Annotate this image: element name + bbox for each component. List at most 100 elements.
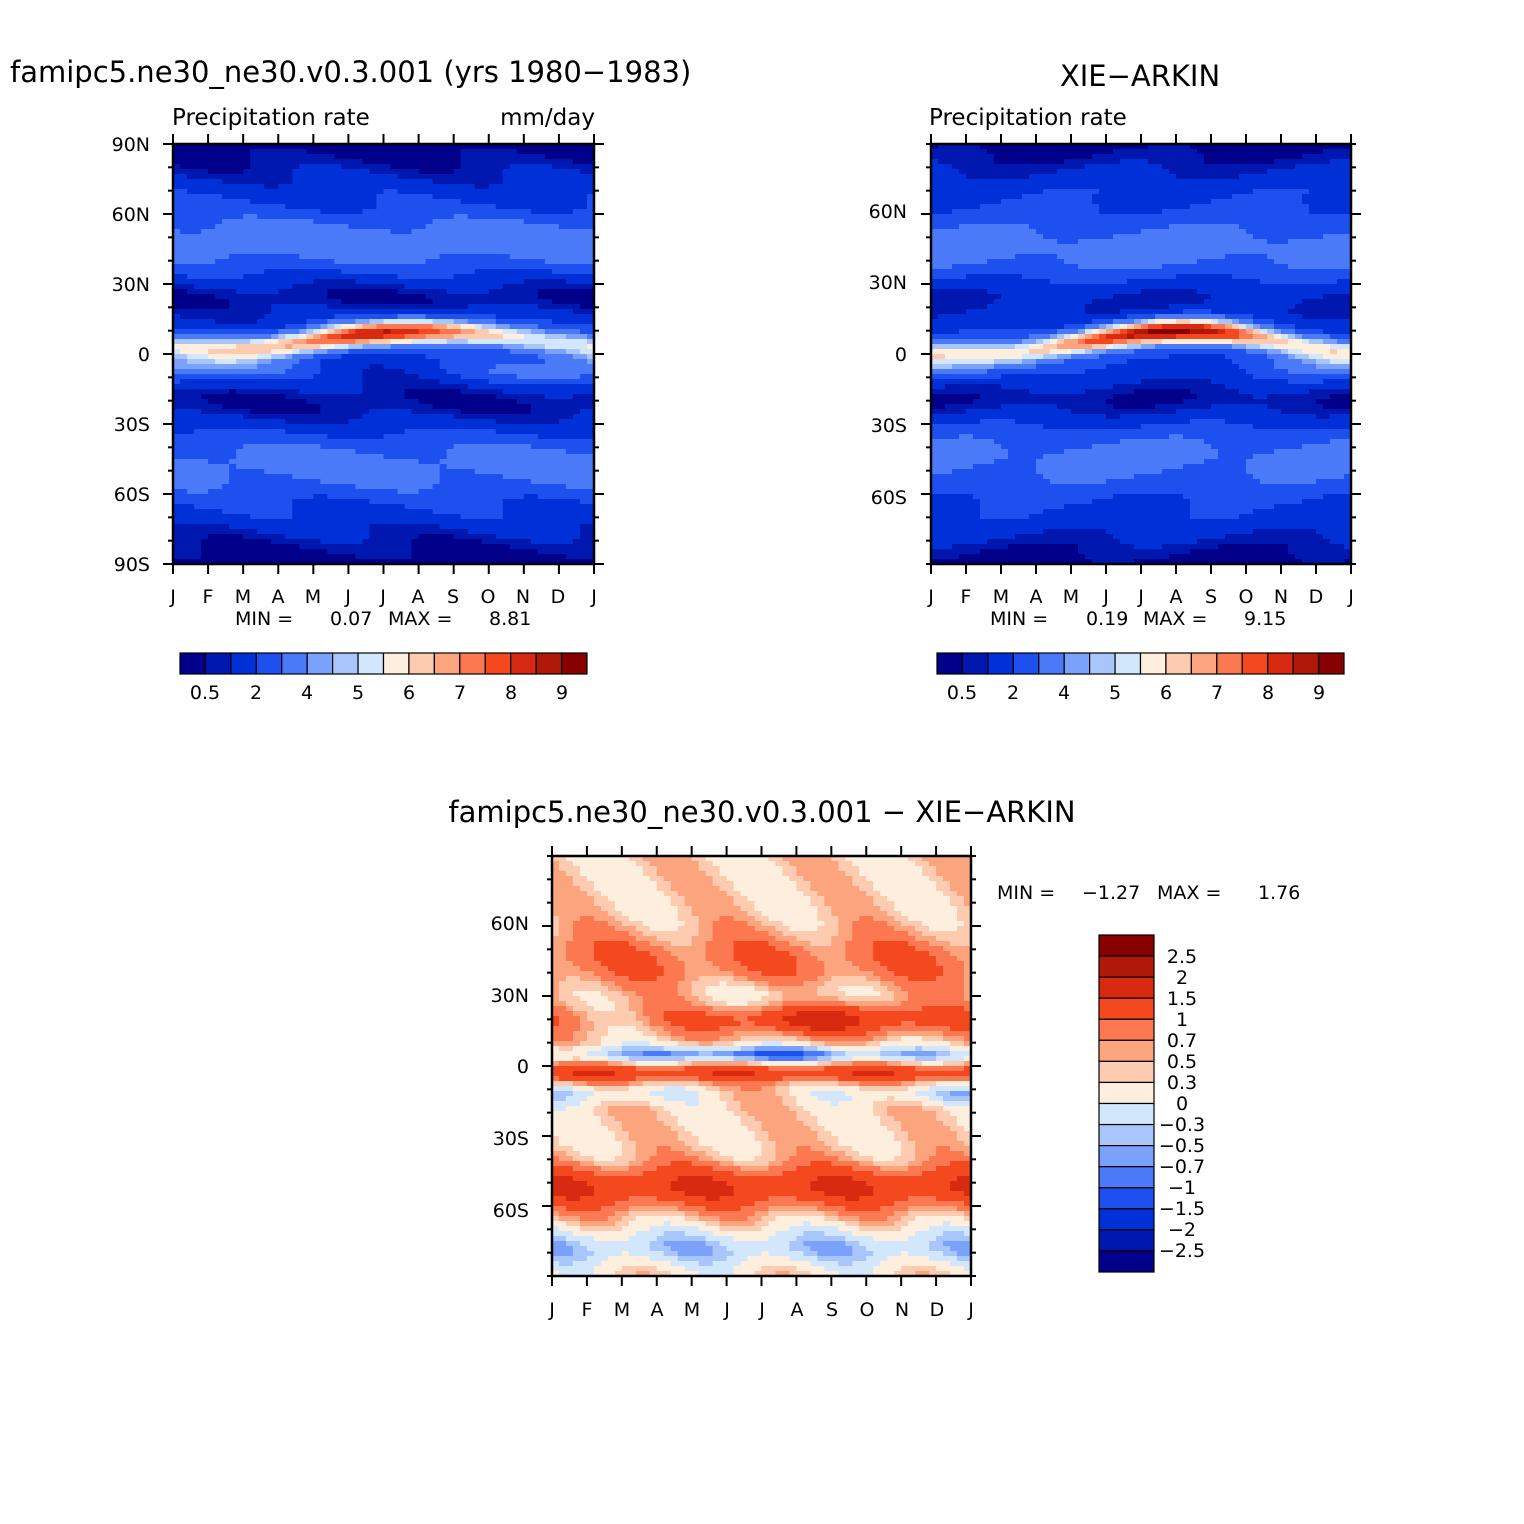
field-cell <box>201 384 209 390</box>
field-cell <box>306 474 314 480</box>
field-cell <box>278 209 286 215</box>
field-cell <box>467 444 476 450</box>
field-cell <box>369 169 378 175</box>
field-cell <box>390 219 399 225</box>
field-cell <box>579 219 588 225</box>
field-cell <box>516 184 525 190</box>
field-cell <box>523 399 532 405</box>
field-cell <box>390 544 399 550</box>
field-cell <box>180 214 188 220</box>
field-cell <box>383 419 392 425</box>
field-cell <box>299 259 307 265</box>
field-cell <box>502 174 511 180</box>
field-cell <box>201 364 209 370</box>
field-cell <box>271 264 279 270</box>
field-cell <box>299 174 307 180</box>
field-cell <box>439 254 448 260</box>
field-cell <box>208 204 216 210</box>
field-cell <box>383 399 392 405</box>
field-cell <box>173 504 181 510</box>
field-cell <box>383 299 392 305</box>
field-cell <box>502 424 511 430</box>
field-cell <box>243 229 251 235</box>
field-cell <box>551 219 560 225</box>
field-cell <box>516 169 525 175</box>
field-cell <box>509 339 518 345</box>
field-cell <box>558 529 567 535</box>
field-cell <box>229 464 237 470</box>
field-cell <box>467 259 476 265</box>
field-cell <box>187 339 195 345</box>
field-cell <box>453 309 462 315</box>
field-cell <box>467 189 476 195</box>
field-cell <box>397 214 406 220</box>
field-cell <box>271 249 279 255</box>
field-cell <box>341 249 350 255</box>
field-cell <box>278 324 286 330</box>
field-cell <box>425 399 434 405</box>
field-cell <box>495 539 504 545</box>
field-cell <box>404 484 413 490</box>
field-cell <box>523 354 532 360</box>
field-cell <box>530 499 539 505</box>
field-cell <box>180 439 188 445</box>
field-cell <box>432 319 441 325</box>
field-cell <box>229 279 237 285</box>
field-cell <box>404 319 413 325</box>
field-cell <box>418 359 427 365</box>
field-cell <box>523 219 532 225</box>
field-cell <box>173 474 181 480</box>
field-cell <box>236 234 244 240</box>
field-cell <box>432 204 441 210</box>
field-cell <box>236 539 244 545</box>
field-cell <box>334 509 342 515</box>
field-cell <box>285 424 293 430</box>
field-cell <box>530 269 539 275</box>
field-cell <box>362 454 371 460</box>
field-cell <box>579 424 588 430</box>
field-cell <box>362 259 371 265</box>
field-cell <box>523 504 532 510</box>
field-cell <box>194 149 202 155</box>
field-cell <box>537 254 546 260</box>
field-cell <box>460 174 469 180</box>
field-cell <box>278 279 286 285</box>
field-cell <box>404 489 413 495</box>
field-cell <box>572 264 581 270</box>
field-cell <box>215 539 223 545</box>
field-cell <box>565 349 574 355</box>
field-cell <box>390 204 399 210</box>
field-cell <box>257 319 265 325</box>
field-cell <box>488 509 497 515</box>
field-cell <box>579 499 588 505</box>
field-cell <box>334 539 342 545</box>
field-cell <box>586 514 595 520</box>
field-cell <box>348 344 357 350</box>
field-cell <box>558 159 567 165</box>
field-cell <box>516 209 525 215</box>
field-cell <box>495 369 504 375</box>
field-cell <box>285 554 293 560</box>
field-cell <box>439 324 448 330</box>
field-cell <box>215 294 223 300</box>
field-cell <box>201 354 209 360</box>
field-cell <box>551 489 560 495</box>
field-cell <box>306 254 314 260</box>
field-cell <box>446 244 455 250</box>
field-cell <box>271 434 279 440</box>
field-cell <box>558 174 567 180</box>
field-cell <box>292 339 300 345</box>
field-cell <box>348 424 357 430</box>
field-cell <box>397 224 406 230</box>
field-cell <box>495 224 504 230</box>
field-cell <box>579 429 588 435</box>
field-cell <box>229 404 237 410</box>
field-cell <box>285 274 293 280</box>
field-cell <box>320 279 328 285</box>
field-cell <box>306 409 314 415</box>
field-cell <box>327 304 335 310</box>
field-cell <box>565 269 574 275</box>
field-cell <box>453 469 462 475</box>
field-cell <box>187 489 195 495</box>
field-cell <box>278 464 286 470</box>
